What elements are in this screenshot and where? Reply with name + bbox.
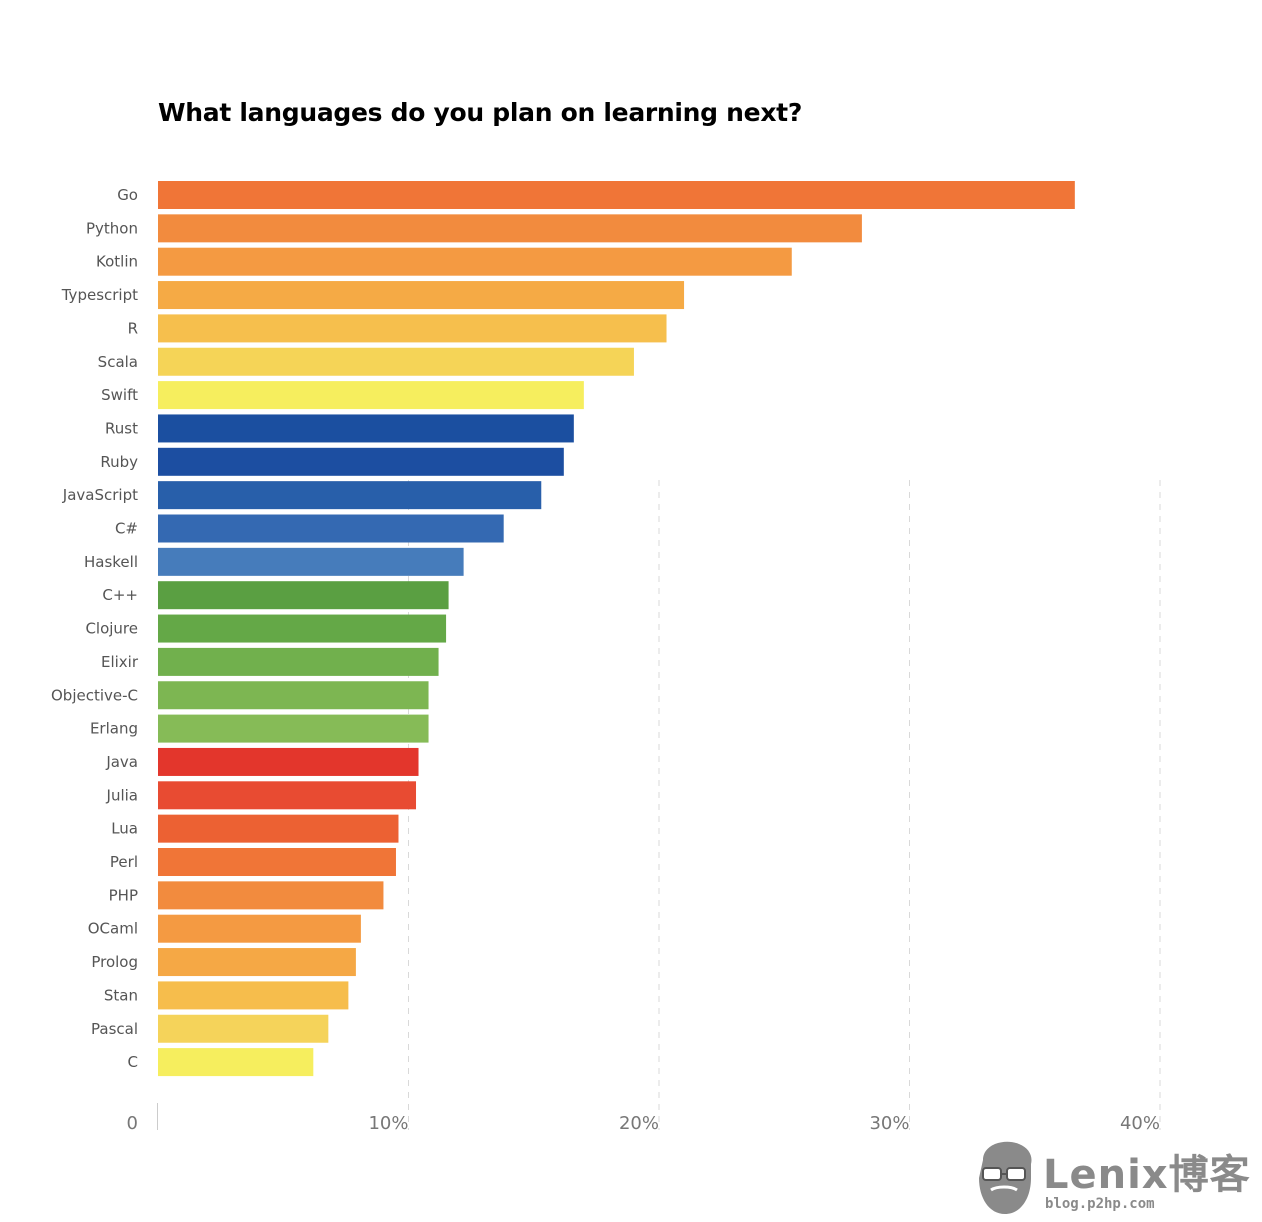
bar-scala <box>158 347 634 376</box>
bar-prolog <box>158 948 356 977</box>
category-label: Kotlin <box>96 253 138 271</box>
bar-stan <box>158 981 349 1010</box>
bar-rust <box>158 414 574 443</box>
category-label: Swift <box>101 386 138 404</box>
bar-objective-c <box>158 681 429 710</box>
bar-c <box>158 1048 314 1077</box>
category-label: Go <box>117 186 138 204</box>
bar-javascript <box>158 481 542 510</box>
category-label: Rust <box>105 419 138 437</box>
category-label: Elixir <box>101 653 139 671</box>
category-label: C++ <box>102 586 138 604</box>
category-label: C# <box>115 520 138 538</box>
bar-typescript <box>158 281 685 310</box>
category-label: Stan <box>104 986 138 1004</box>
category-label: Typescript <box>61 286 138 304</box>
x-tick-label: 40% <box>1120 1113 1160 1134</box>
bar-julia <box>158 781 417 810</box>
bar-go <box>158 181 1075 209</box>
category-label: Lua <box>111 820 138 838</box>
bar-ocaml <box>158 914 361 943</box>
x-tick-label: 30% <box>869 1113 909 1134</box>
category-labels: Go Python Kotlin Typescript R Scala Swift Rust R… <box>51 186 139 1071</box>
category-label: PHP <box>109 886 138 904</box>
bar-lua <box>158 814 399 843</box>
category-label: C <box>128 1053 138 1071</box>
category-label: Pascal <box>91 1020 138 1038</box>
category-label: Python <box>86 219 138 237</box>
category-label: Java <box>105 753 138 771</box>
bar-kotlin <box>158 247 792 276</box>
category-label: JavaScript <box>62 486 138 504</box>
category-label: Julia <box>106 786 138 804</box>
category-label: Perl <box>110 853 138 871</box>
category-label: Haskell <box>84 553 138 571</box>
x-tick-label: 10% <box>368 1113 408 1134</box>
bar-java <box>158 747 419 776</box>
bar-c <box>158 581 449 610</box>
bar-swift <box>158 381 584 410</box>
bars <box>158 181 1075 1077</box>
bar-perl <box>158 848 396 876</box>
category-label: OCaml <box>88 920 138 938</box>
x-tick-label: 0 <box>127 1113 138 1134</box>
bar-r <box>158 314 667 343</box>
bar-ruby <box>158 447 564 476</box>
x-tick-label: 20% <box>619 1113 659 1134</box>
bar-clojure <box>158 614 447 643</box>
category-label: Clojure <box>85 620 138 638</box>
bar-elixir <box>158 647 439 676</box>
x-axis-ticks: 0 10% 20% 30% 40% <box>127 1113 1160 1134</box>
bar-c <box>158 514 504 543</box>
bar-php <box>158 881 384 910</box>
chart-title: What languages do you plan on learning n… <box>158 98 803 127</box>
category-label: Scala <box>98 353 138 371</box>
watermark-url: blog.p2hp.com <box>1045 1196 1155 1212</box>
watermark-title: Lenix博客 <box>1043 1152 1251 1198</box>
watermark-logo: Lenix博客 blog.p2hp.com <box>975 1138 1255 1218</box>
bar-erlang <box>158 714 429 743</box>
bar-pascal <box>158 1014 329 1043</box>
category-label: R <box>128 319 138 337</box>
category-label: Prolog <box>91 953 138 971</box>
category-label: Ruby <box>100 453 138 471</box>
bar-python <box>158 214 862 243</box>
bearded-face-icon <box>979 1141 1032 1214</box>
bar-haskell <box>158 547 464 576</box>
grid-lines <box>408 480 1161 1130</box>
category-label: Erlang <box>90 720 138 738</box>
category-label: Objective-C <box>51 686 138 704</box>
